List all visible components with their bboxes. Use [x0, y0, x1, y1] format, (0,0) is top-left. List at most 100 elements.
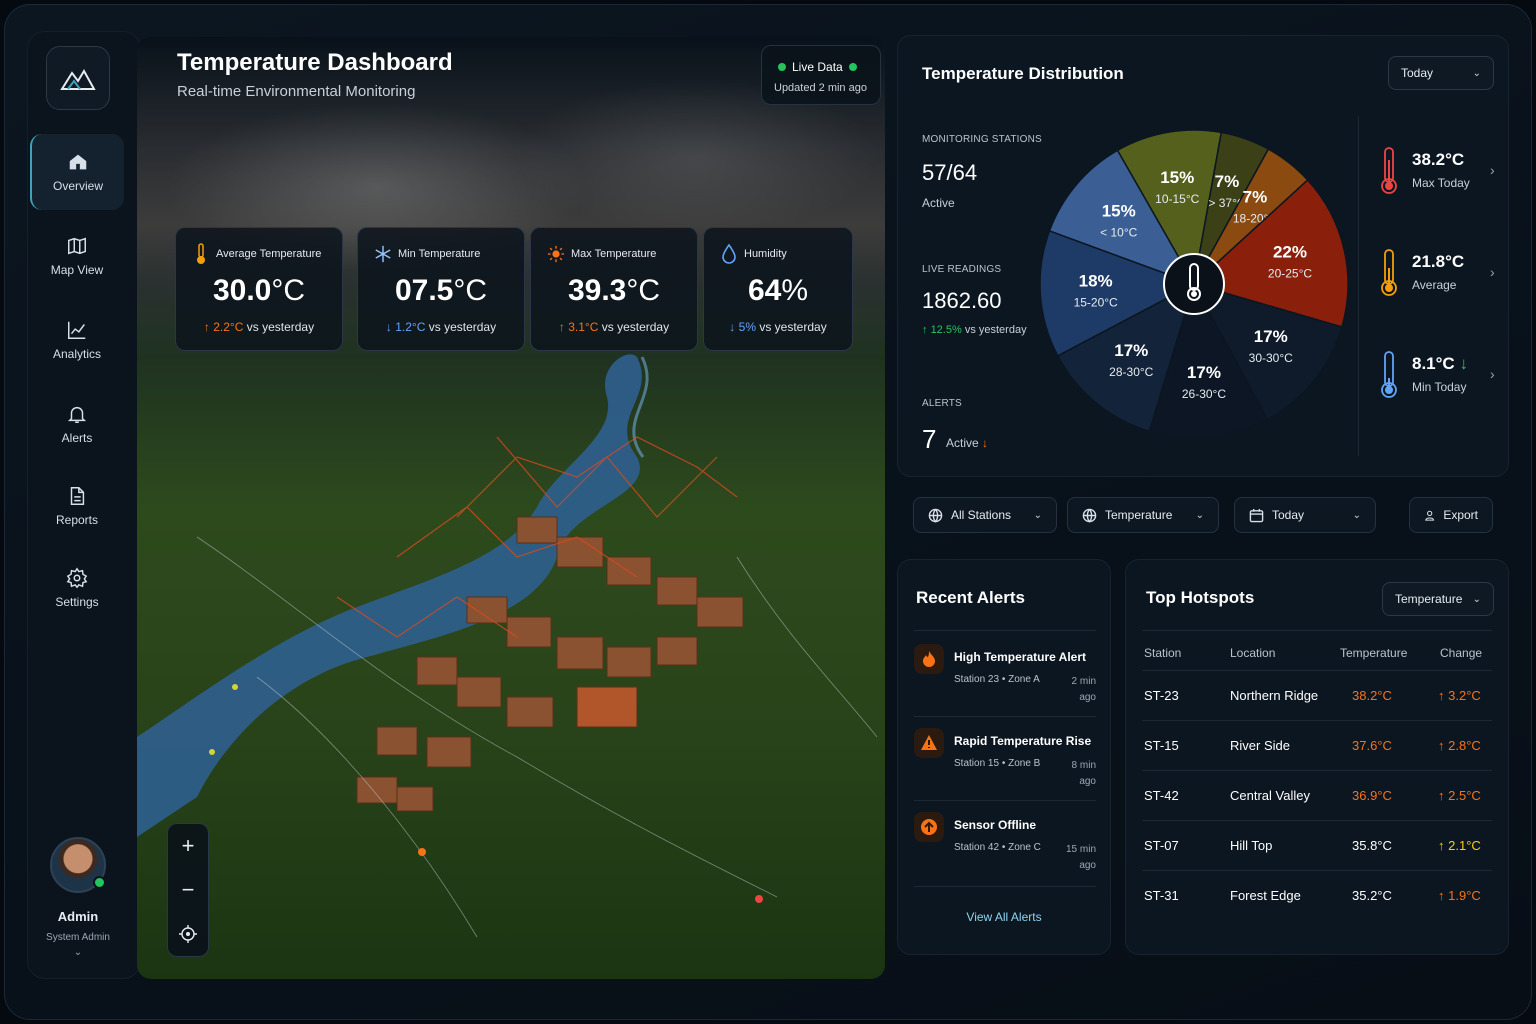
table-row[interactable]: ST-31 Forest Edge 35.2°C ↑ 1.9°C: [1142, 870, 1492, 920]
page-title: Temperature Dashboard: [177, 49, 453, 76]
location-cell: River Side: [1230, 738, 1290, 753]
user-profile[interactable]: Admin System Admin ⌄: [28, 837, 128, 958]
stations-value: 57/64: [922, 160, 978, 185]
table-row[interactable]: ST-42 Central Valley 36.9°C ↑ 2.5°C: [1142, 770, 1492, 820]
divider: [914, 800, 1096, 801]
station-cell: ST-31: [1144, 888, 1179, 903]
alert-title: Sensor Offline: [954, 818, 1037, 832]
stations-filter[interactable]: All Stations ⌄: [913, 497, 1057, 533]
online-status-dot: [93, 876, 106, 889]
location-cell: Northern Ridge: [1230, 688, 1319, 703]
table-row[interactable]: ST-15 River Side 37.6°C ↑ 2.8°C: [1142, 720, 1492, 770]
stat-unit: °C: [271, 274, 306, 307]
avatar[interactable]: [50, 837, 106, 893]
zoom-in-button[interactable]: +: [181, 833, 195, 858]
page-subtitle: Real-time Environmental Monitoring: [177, 83, 416, 100]
min-today-label: Min Today: [1412, 380, 1467, 394]
mountain-logo-icon[interactable]: [46, 46, 110, 110]
pie-slice[interactable]: [1192, 178, 1349, 328]
export-button[interactable]: Export: [1409, 497, 1493, 533]
pie-slice-label: 28-30°C: [1109, 365, 1153, 379]
pie-slice[interactable]: [1039, 229, 1196, 357]
gear-icon: [66, 567, 88, 589]
stat-unit: °C: [453, 274, 488, 307]
alert-title: Rapid Temperature Rise: [954, 734, 1092, 748]
stat-label: Average Temperature: [216, 248, 322, 260]
period-select-value: Today: [1401, 66, 1434, 80]
column-header-location: Location: [1230, 646, 1276, 660]
chevron-down-icon: ⌄: [1195, 509, 1204, 521]
average-label: Average: [1412, 278, 1457, 292]
pie-slice[interactable]: [1056, 282, 1196, 433]
arrow-up-icon: ↑: [1438, 688, 1449, 703]
alerts-label: ALERTS: [922, 398, 962, 409]
metric-filter[interactable]: Temperature ⌄: [1067, 497, 1219, 533]
warning-icon: [914, 728, 944, 758]
stat-label: Min Temperature: [398, 248, 481, 260]
terrain-map-image: [137, 354, 878, 938]
sidebar-item-label: Analytics: [52, 347, 102, 361]
min-today-value: 8.1°C: [1412, 354, 1455, 373]
sidebar-item-map-view[interactable]: Map View: [30, 218, 124, 294]
readings-change: 12.5%: [930, 324, 962, 336]
recent-alerts-panel: Recent Alerts High Temperature Alert Sta…: [897, 559, 1111, 955]
zoom-out-button[interactable]: −: [181, 877, 195, 902]
thermometer-icon: [1381, 147, 1397, 194]
average-value: 21.8°C: [1412, 252, 1465, 271]
filter-label: All Stations: [951, 508, 1012, 522]
max-today-label: Max Today: [1412, 176, 1470, 190]
map-panel[interactable]: Temperature Dashboard Real-time Environm…: [137, 37, 885, 979]
chevron-down-icon[interactable]: ⌄: [73, 947, 83, 958]
readings-value: 1862.60: [922, 288, 1002, 313]
min-today-item[interactable]: 8.1°C ↓ Min Today ›: [1368, 348, 1498, 408]
table-row[interactable]: ST-23 Northern Ridge 38.2°C ↑ 3.2°C: [1142, 670, 1492, 720]
arrow-down-icon: ↓: [729, 320, 739, 334]
table-row[interactable]: ST-07 Hill Top 35.8°C ↑ 2.1°C: [1142, 820, 1492, 870]
sidebar-item-settings[interactable]: Settings: [30, 550, 124, 626]
stat-value: 07.5: [394, 274, 454, 307]
user-name: Admin: [57, 909, 99, 924]
temperature-cell: 36.9°C: [1352, 788, 1392, 803]
column-header-change: Change: [1440, 646, 1483, 660]
sidebar-item-label: Map View: [50, 263, 104, 277]
average-item[interactable]: 21.8°C Average ›: [1368, 246, 1498, 306]
live-data-badge: Live Data Updated 2 min ago: [761, 45, 881, 105]
alert-subtitle: Station 23 • Zone A: [954, 674, 1040, 685]
stat-value: 64: [747, 274, 782, 307]
sidebar-item-analytics[interactable]: Analytics: [30, 302, 124, 378]
pie-slice[interactable]: [1048, 149, 1196, 286]
locate-button[interactable]: [168, 912, 208, 956]
alerts-sub: Active: [946, 436, 979, 450]
alert-time: 2 min ago: [1071, 676, 1096, 703]
stat-card-min-temperature: Min Temperature 07.5°C ↓ 1.2°C vs yester…: [357, 227, 525, 351]
readings-label: LIVE READINGS: [922, 264, 1002, 275]
period-select[interactable]: Today ⌄: [1388, 56, 1494, 90]
pie-slice[interactable]: [1192, 282, 1343, 421]
alert-item[interactable]: Sensor Offline Station 42 • Zone C 15 mi…: [914, 810, 1096, 890]
droplet-icon: [722, 243, 736, 264]
hotspots-metric-select[interactable]: Temperature ⌄: [1382, 582, 1494, 616]
change-cell: 3.2°C: [1448, 688, 1481, 703]
panel-title: Top Hotspots: [1146, 588, 1255, 607]
view-all-alerts-link[interactable]: View All Alerts: [966, 910, 1042, 924]
sidebar-item-overview[interactable]: Overview: [30, 134, 124, 210]
stations-label: MONITORING STATIONS: [922, 134, 1042, 145]
pie-slice[interactable]: [1148, 282, 1269, 439]
date-filter[interactable]: Today ⌄: [1234, 497, 1376, 533]
chevron-right-icon: ›: [1490, 264, 1495, 280]
sidebar-item-reports[interactable]: Reports: [30, 468, 124, 544]
max-today-item[interactable]: 38.2°C Max Today ›: [1368, 144, 1498, 204]
change-cell: 1.9°C: [1448, 888, 1481, 903]
export-label: Export: [1443, 508, 1478, 522]
chevron-down-icon: ⌄: [1472, 67, 1481, 79]
station-cell: ST-15: [1144, 738, 1179, 753]
live-label: Live Data: [792, 60, 843, 74]
sidebar-item-label: Reports: [55, 513, 99, 527]
divider: [914, 630, 1096, 631]
alert-item[interactable]: Rapid Temperature Rise Station 15 • Zone…: [914, 726, 1096, 806]
pie-slice[interactable]: [1116, 129, 1223, 287]
sidebar-item-label: Alerts: [61, 431, 93, 445]
updated-time: Updated 2 min ago: [774, 82, 867, 94]
sidebar-item-alerts[interactable]: Alerts: [30, 386, 124, 462]
alert-item[interactable]: High Temperature Alert Station 23 • Zone…: [914, 642, 1096, 722]
